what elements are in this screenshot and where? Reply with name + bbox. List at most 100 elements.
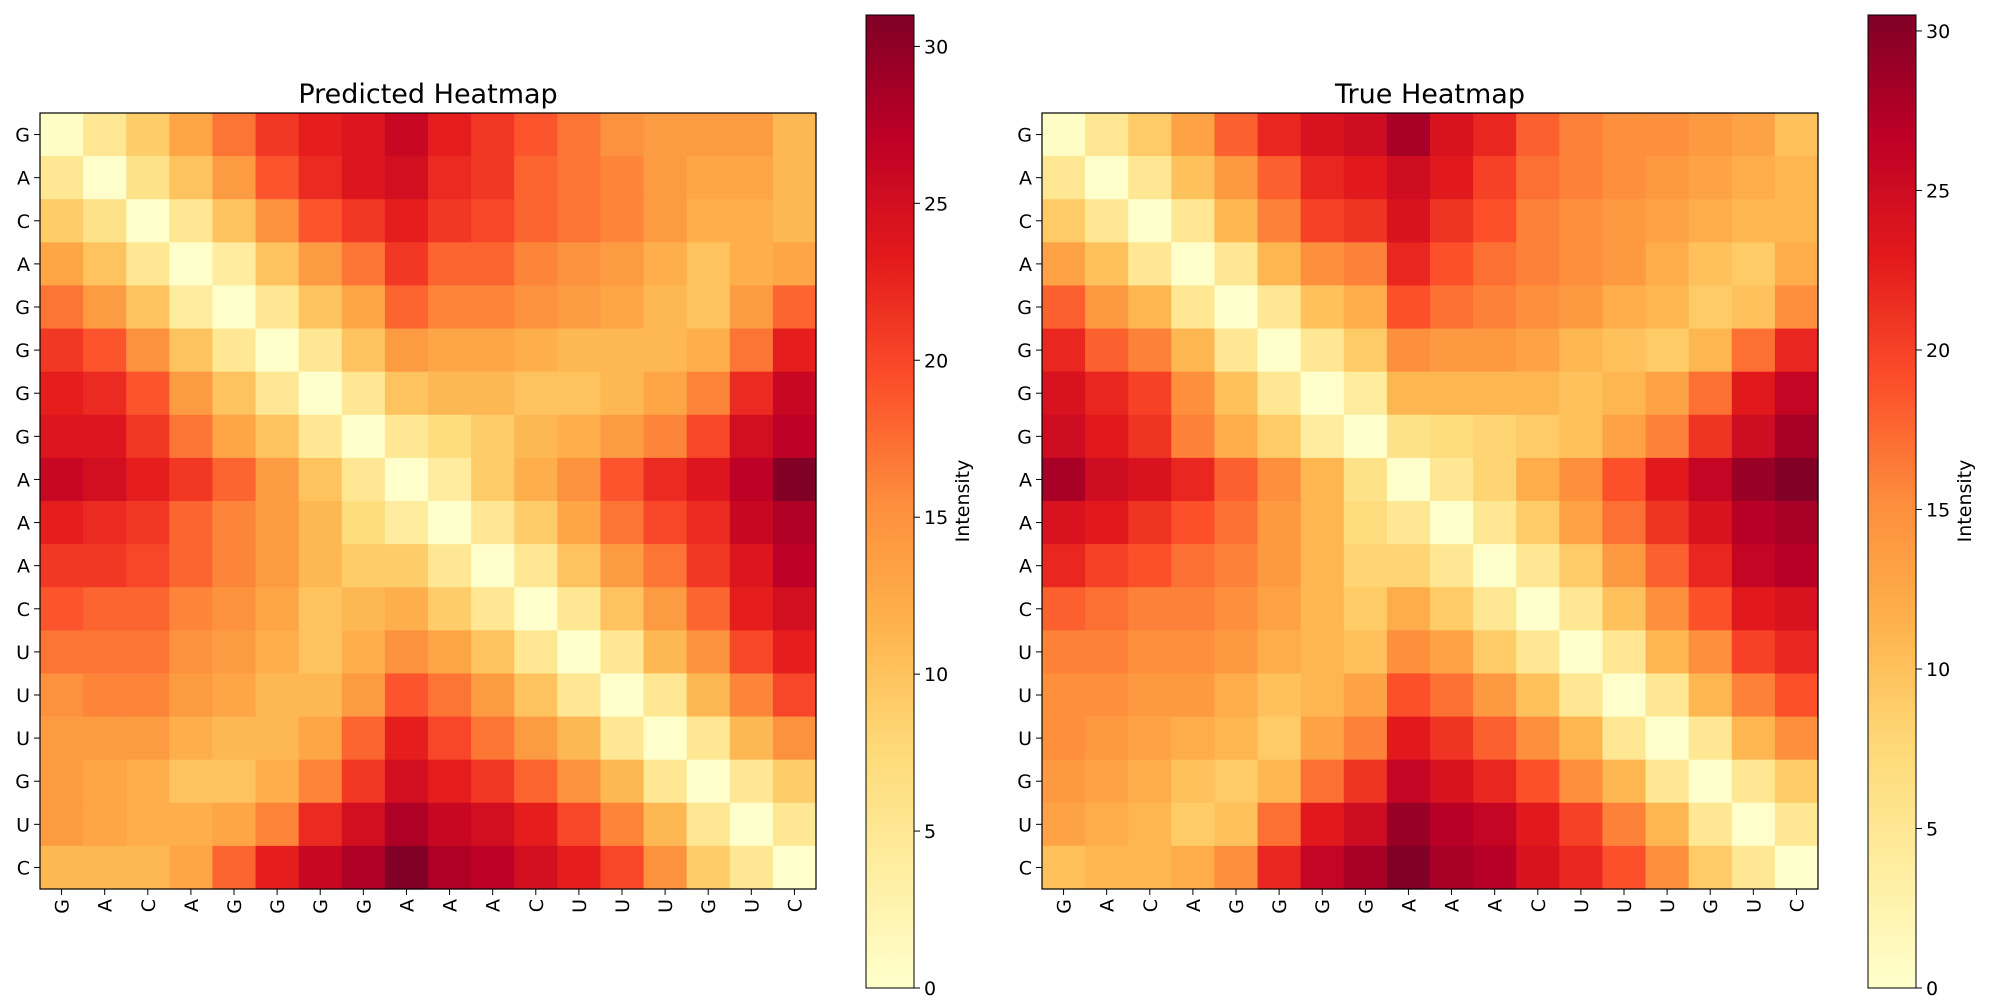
true-y-tick-label: U [1018, 814, 1032, 836]
true-heatmap-cell [1774, 845, 1819, 890]
true-x-tick-label: A [1442, 899, 1464, 912]
true-heatmap-cell [1516, 457, 1560, 502]
predicted-heatmap-cell [557, 716, 602, 761]
true-heatmap-cell [1386, 587, 1431, 631]
predicted-heatmap-cell [83, 587, 127, 631]
true-heatmap-cell [1171, 156, 1216, 200]
predicted-heatmap-cell [557, 845, 602, 890]
predicted-heatmap-cell [126, 673, 170, 718]
predicted-heatmap-cell [514, 457, 558, 502]
true-heatmap-cell [1128, 242, 1172, 287]
true-heatmap-cell [1688, 371, 1733, 416]
predicted-heatmap-cell [40, 759, 84, 804]
true-heatmap-cell [1300, 802, 1345, 847]
true-heatmap-cell [1602, 328, 1647, 373]
predicted-heatmap-cell [686, 759, 731, 804]
true-heatmap-cell [1042, 845, 1086, 890]
predicted-heatmap-cell [600, 156, 645, 200]
predicted-heatmap-cell [600, 501, 645, 545]
true-heatmap-cell [1042, 328, 1086, 373]
true-heatmap-cell [1774, 199, 1819, 243]
predicted-heatmap-cell [772, 716, 817, 761]
true-colorbar-tick-label: 30 [1926, 21, 1950, 43]
predicted-heatmap-cell [600, 328, 645, 373]
true-x-tick-label: G [1269, 899, 1291, 914]
predicted-heatmap-cell [169, 630, 214, 675]
predicted-heatmap-cell [126, 716, 170, 761]
predicted-x-tick-label: U [741, 899, 763, 913]
predicted-heatmap-cell [255, 156, 300, 200]
true-y-tick-label: U [1018, 685, 1032, 707]
true-heatmap-cell [1300, 716, 1345, 761]
true-heatmap-cell [1602, 285, 1647, 330]
true-heatmap-cell [1774, 501, 1819, 545]
predicted-heatmap-cell [169, 845, 214, 890]
predicted-heatmap-cell [557, 544, 602, 588]
true-heatmap-cell [1473, 156, 1517, 200]
predicted-heatmap-cell [686, 587, 731, 631]
predicted-heatmap-cell [40, 242, 84, 287]
true-heatmap-cell [1128, 113, 1172, 157]
true-heatmap-cell [1085, 242, 1129, 287]
predicted-heatmap-cell [514, 199, 558, 243]
true-heatmap-cell [1128, 285, 1172, 330]
predicted-heatmap-cell [686, 457, 731, 502]
true-heatmap-cell [1042, 156, 1086, 200]
predicted-heatmap-cell [772, 501, 817, 545]
true-heatmap-cell [1214, 199, 1259, 243]
predicted-colorbar-tick-label: 25 [924, 193, 948, 215]
true-heatmap-cell [1386, 156, 1431, 200]
true-heatmap-cell [1473, 673, 1517, 718]
true-heatmap-cell [1688, 285, 1733, 330]
predicted-heatmap-cell [686, 156, 731, 200]
predicted-heatmap-cell [643, 328, 688, 373]
true-heatmap-cell [1128, 371, 1172, 416]
predicted-heatmap-cell [514, 156, 558, 200]
predicted-heatmap-cell [298, 759, 343, 804]
true-heatmap-cell [1688, 414, 1733, 459]
true-heatmap-cell [1645, 156, 1690, 200]
predicted-heatmap-cell [471, 371, 515, 416]
predicted-heatmap-cell [255, 457, 300, 502]
true-heatmap-cell [1386, 716, 1431, 761]
true-heatmap-cell [1386, 371, 1431, 416]
true-heatmap-cell [1430, 457, 1474, 502]
predicted-heatmap-cell [83, 199, 127, 243]
predicted-heatmap-cell [341, 587, 386, 631]
true-heatmap-cell [1473, 630, 1517, 675]
predicted-heatmap-cell [729, 759, 774, 804]
true-heatmap-frame [1041, 112, 1819, 890]
predicted-heatmap-cell [729, 414, 774, 459]
true-heatmap-cell [1214, 802, 1259, 847]
true-heatmap-cell [1214, 457, 1259, 502]
true-heatmap-cell [1430, 544, 1474, 588]
predicted-heatmap-cell [729, 673, 774, 718]
true-heatmap-cell [1602, 845, 1647, 890]
true-heatmap-cell [1300, 587, 1345, 631]
true-colorbar-tick-label: 0 [1926, 978, 1938, 1000]
true-heatmap-cell [1516, 630, 1560, 675]
predicted-heatmap-cell [40, 501, 84, 545]
predicted-heatmap-cell [255, 587, 300, 631]
predicted-heatmap-cell [600, 802, 645, 847]
predicted-heatmap-cell [557, 587, 602, 631]
predicted-colorbar-gradient [865, 14, 915, 989]
true-heatmap-cell [1602, 802, 1647, 847]
predicted-heatmap-cell [341, 156, 386, 200]
predicted-heatmap-cell [729, 544, 774, 588]
predicted-y-tick-label: U [16, 642, 30, 664]
true-heatmap-cell [1430, 630, 1474, 675]
true-heatmap-cell [1085, 845, 1129, 890]
predicted-heatmap-cell [298, 414, 343, 459]
predicted-heatmap-cell [212, 673, 257, 718]
true-heatmap-cell [1731, 414, 1776, 459]
predicted-heatmap-cell [643, 501, 688, 545]
true-heatmap-cell [1085, 501, 1129, 545]
predicted-heatmap-cell [643, 199, 688, 243]
true-heatmap-cell [1645, 414, 1690, 459]
true-heatmap-cell [1516, 802, 1560, 847]
true-heatmap-cell [1645, 242, 1690, 287]
true-heatmap-cell [1128, 199, 1172, 243]
true-heatmap-cell [1257, 199, 1302, 243]
